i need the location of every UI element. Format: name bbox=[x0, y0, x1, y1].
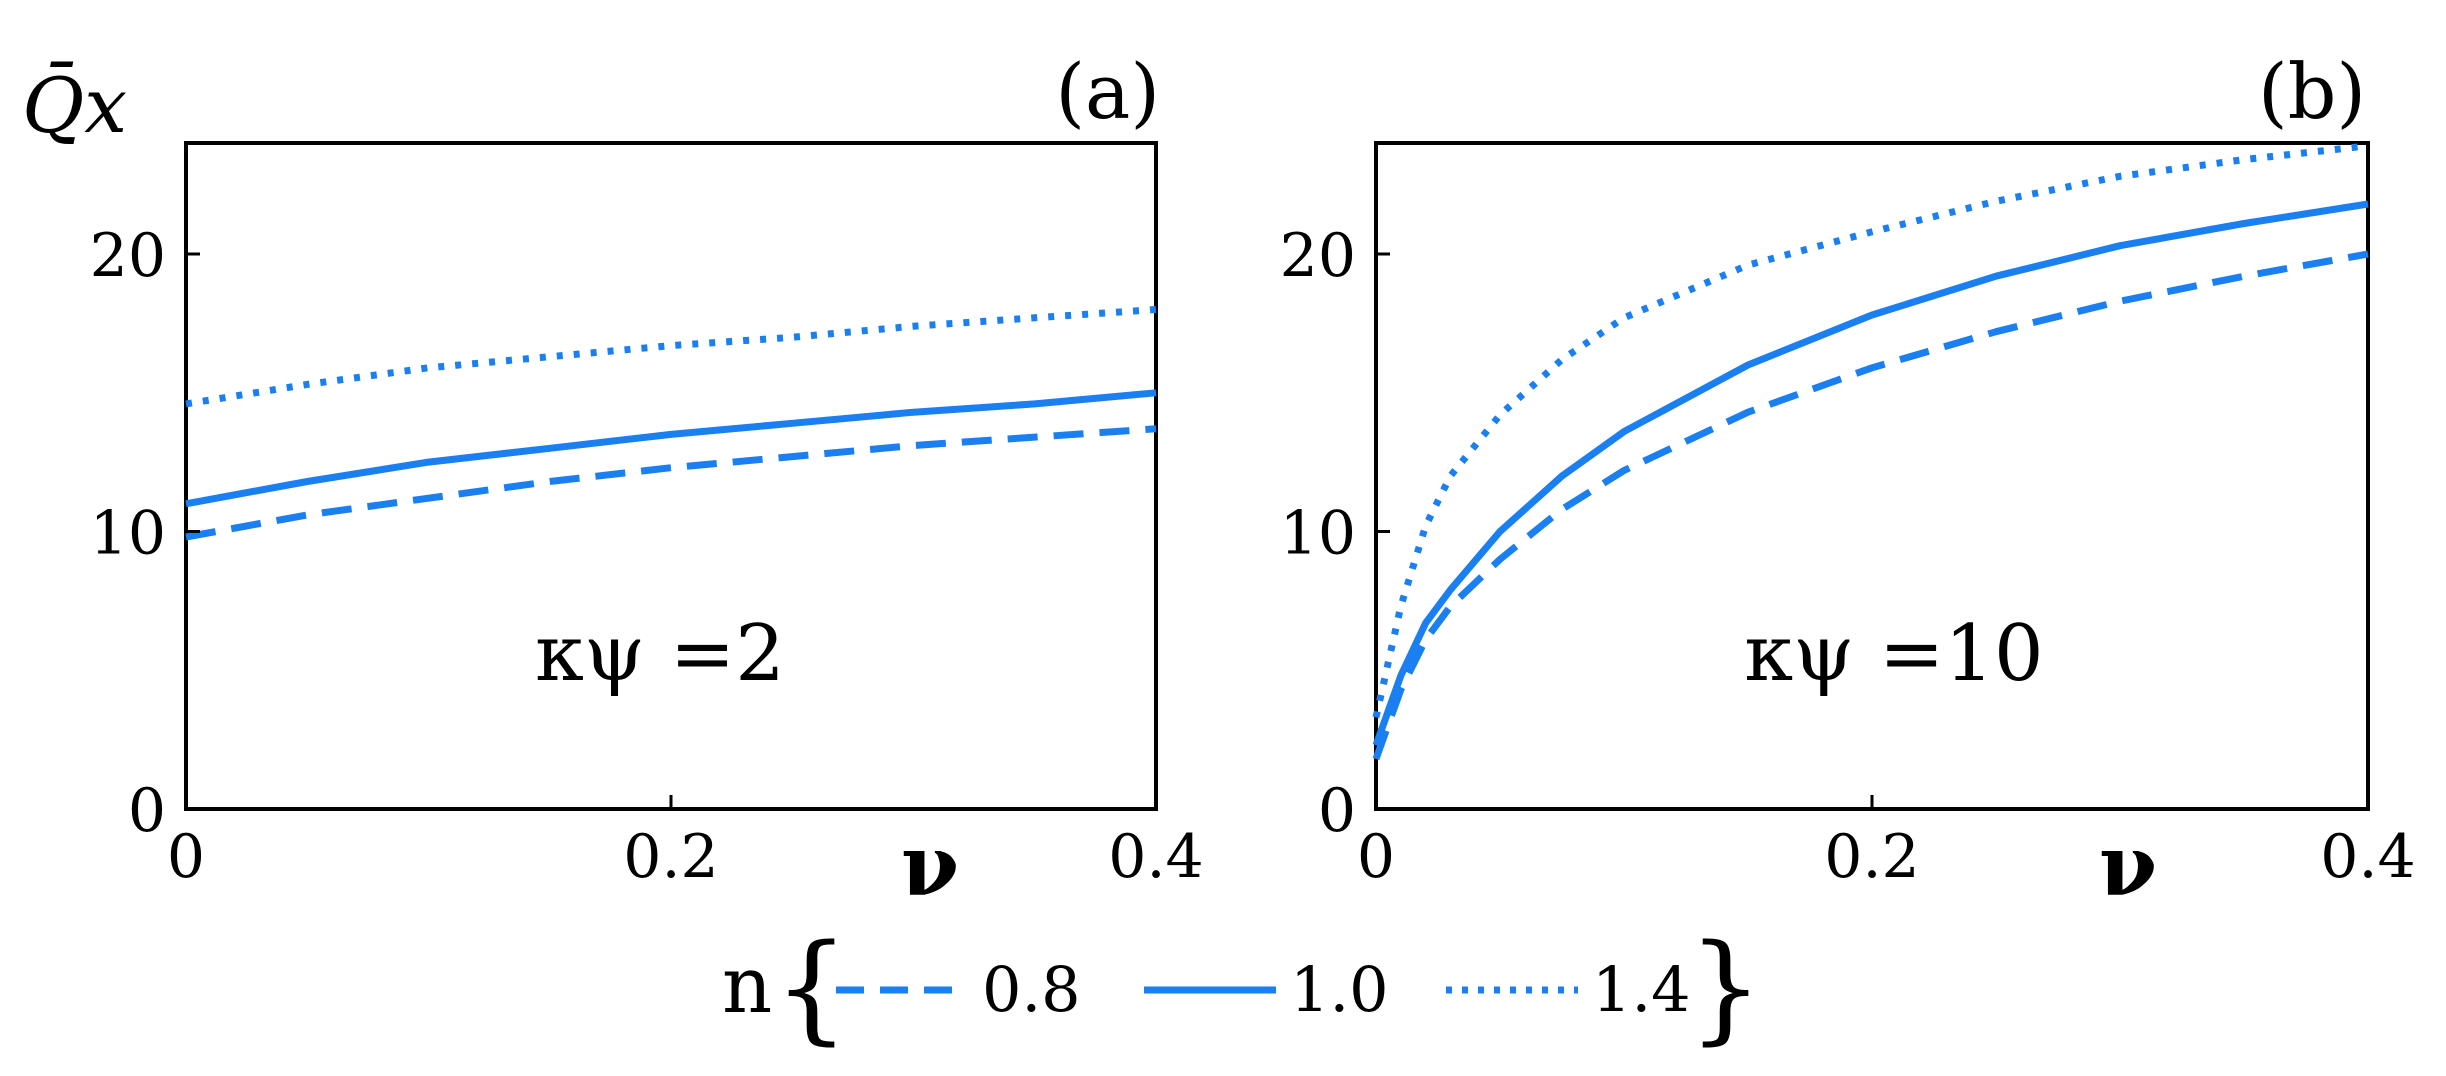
legend-title: n bbox=[722, 941, 772, 1031]
series-line-a-dotted bbox=[185, 306, 1157, 408]
x-axis-label-a: ν bbox=[901, 816, 959, 915]
x-tick-label-b-0: 0 bbox=[1357, 822, 1395, 892]
y-tick-label-b-2: 20 bbox=[1280, 221, 1356, 291]
plot-frame-b bbox=[1374, 141, 2370, 811]
series-group-a bbox=[185, 306, 1157, 541]
panel-a: 0 0.2 0.4 0 10 20 (a) Q̄x ν κψ =2 bbox=[22, 47, 1204, 915]
legend-label-0: 0.8 bbox=[982, 953, 1081, 1026]
legend-label-2: 1.4 bbox=[1592, 953, 1691, 1026]
series-line-b-dotted bbox=[1372, 142, 2369, 719]
annotation-a: κψ =2 bbox=[535, 609, 785, 699]
series-line-a-dashed bbox=[185, 425, 1157, 541]
y-tick-label-a-0: 0 bbox=[128, 776, 166, 846]
panel-label-b: (b) bbox=[2258, 47, 2366, 136]
ticks-b: 0 0.2 0.4 0 10 20 bbox=[1280, 221, 2416, 892]
y-tick-label-a-1: 10 bbox=[90, 499, 166, 569]
x-tick-label-b-1: 0.2 bbox=[1824, 822, 1919, 892]
y-tick-label-b-0: 0 bbox=[1318, 776, 1356, 846]
x-axis-label-b: ν bbox=[2099, 816, 2157, 915]
ticks-a: 0 0.2 0.4 0 10 20 bbox=[90, 221, 1204, 892]
x-tick-label-b-2: 0.4 bbox=[2320, 822, 2415, 892]
series-group-b bbox=[1372, 142, 2369, 761]
panel-label-a: (a) bbox=[1055, 47, 1160, 136]
y-tick-label-b-1: 10 bbox=[1280, 499, 1356, 569]
panel-b: 0 0.2 0.4 0 10 20 (b) ν κψ =10 bbox=[1280, 47, 2416, 915]
x-tick-label-a-2: 0.4 bbox=[1108, 822, 1203, 892]
series-line-b-dashed bbox=[1372, 250, 2369, 761]
y-tick-label-a-2: 20 bbox=[90, 221, 166, 291]
series-line-b-solid bbox=[1372, 200, 2369, 747]
y-axis-label-a: Q̄x bbox=[22, 60, 127, 150]
x-tick-label-a-0: 0 bbox=[167, 822, 205, 892]
legend-brace-right: } bbox=[1688, 918, 1763, 1056]
annotation-b: κψ =10 bbox=[1744, 609, 2043, 699]
legend-label-1: 1.0 bbox=[1290, 953, 1389, 1026]
series-line-a-solid bbox=[185, 389, 1157, 508]
x-tick-label-a-1: 0.2 bbox=[623, 822, 718, 892]
legend: n { 0.8 1.0 1.4 } bbox=[722, 918, 1763, 1056]
